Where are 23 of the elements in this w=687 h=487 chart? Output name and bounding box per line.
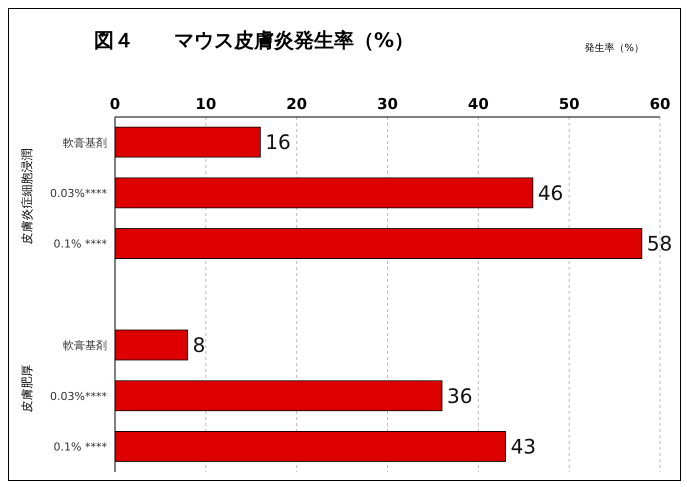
x-axis-title: 発生率（%） (584, 42, 644, 55)
x-tick-label: 30 (377, 95, 398, 113)
x-tick-label: 40 (468, 95, 489, 113)
y-tick-label: 軟膏基剤 (63, 339, 107, 352)
data-label: 58 (646, 232, 672, 256)
data-label: 16 (265, 130, 291, 154)
text: 皮膚炎症細胞浸潤 (20, 148, 34, 245)
data-label: 8 (192, 333, 206, 358)
data-label: 43 (510, 434, 536, 459)
chart-title: 図４ マウス皮膚炎発生率（%） (94, 27, 414, 54)
x-tick-label: 20 (286, 95, 308, 113)
data-label: 46 (538, 180, 564, 205)
text: 皮膚肥厚 (20, 364, 34, 413)
x-tick-label: 0 (110, 95, 120, 113)
x-tick-label: 60 (650, 95, 670, 113)
x-tick-label: 10 (195, 95, 216, 113)
y-tick-label: 0.03%**** (50, 186, 108, 200)
y-tick-label: 0.03%**** (50, 390, 108, 403)
y-tick-label: 軟膏基剤 (63, 136, 107, 150)
y-tick-label: 0.1% **** (54, 238, 108, 251)
x-tick-label: 50 (558, 95, 580, 113)
data-label: 36 (447, 384, 472, 408)
y-tick-label: 0.1% **** (54, 440, 108, 454)
